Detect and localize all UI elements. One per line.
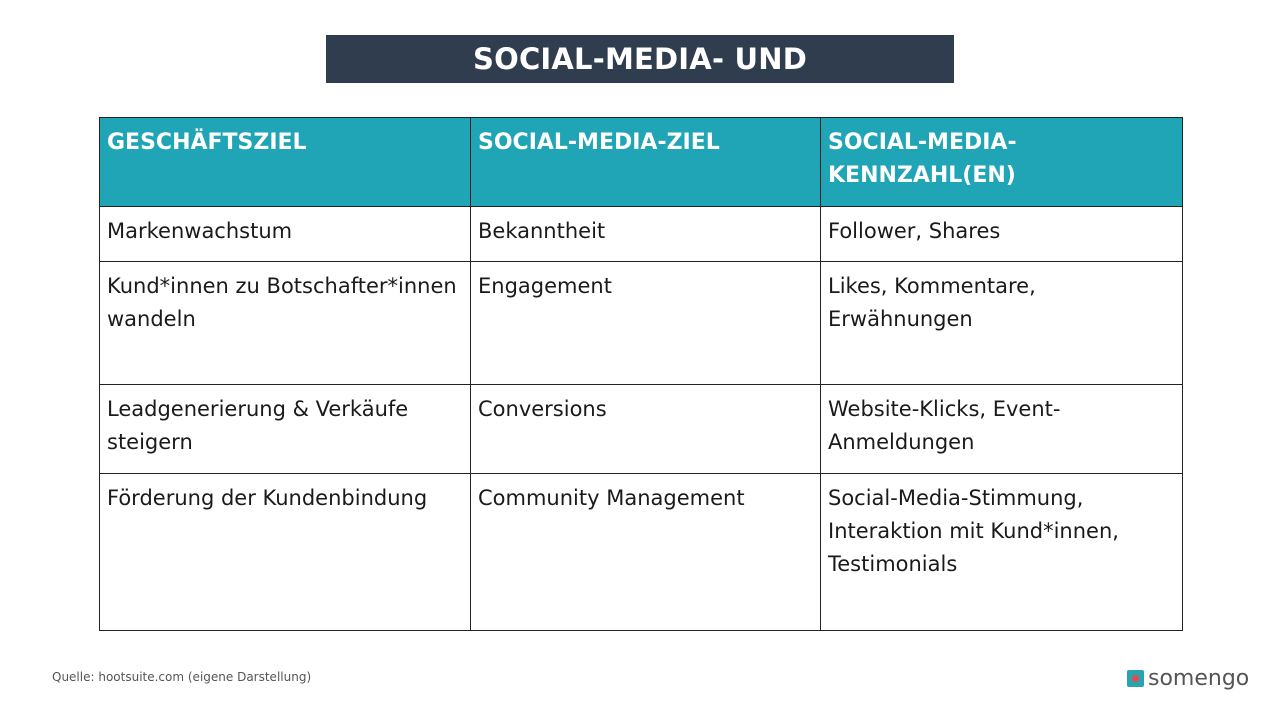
cell-social-metrics: Follower, Shares <box>820 206 1183 262</box>
logo-text: somengo <box>1148 666 1250 691</box>
somengo-logo-icon <box>1127 670 1144 687</box>
header-business-goal: GESCHÄFTSZIEL <box>99 117 471 207</box>
cell-business-goal: Förderung der Kundenbindung <box>99 473 471 631</box>
cell-business-goal: Kund*innen zu Botschafter*innen wandeln <box>99 261 471 385</box>
cell-business-goal: Leadgenerierung & Verkäufe steigern <box>99 384 471 474</box>
cell-social-goal: Conversions <box>470 384 821 474</box>
cell-social-metrics: Social-Media-Stimmung, Interaktion mit K… <box>820 473 1183 631</box>
cell-social-goal: Bekanntheit <box>470 206 821 262</box>
table-header-row: GESCHÄFTSZIEL SOCIAL-MEDIA-ZIEL SOCIAL-M… <box>99 117 1183 207</box>
header-social-metrics: SOCIAL-MEDIA-KENNZAHL(EN) <box>820 117 1183 207</box>
table-row: Leadgenerierung & Verkäufe steigern Conv… <box>99 384 1183 474</box>
source-note: Quelle: hootsuite.com (eigene Darstellun… <box>52 670 312 684</box>
cell-social-metrics: Website-Klicks, Event-Anmeldungen <box>820 384 1183 474</box>
header-social-goal: SOCIAL-MEDIA-ZIEL <box>470 117 821 207</box>
cell-social-goal: Community Management <box>470 473 821 631</box>
goals-table: GESCHÄFTSZIEL SOCIAL-MEDIA-ZIEL SOCIAL-M… <box>99 117 1183 631</box>
cell-social-goal: Engagement <box>470 261 821 385</box>
cell-social-metrics: Likes, Kommentare, Erwähnungen <box>820 261 1183 385</box>
cell-business-goal: Markenwachstum <box>99 206 471 262</box>
table-row: Förderung der Kundenbindung Community Ma… <box>99 473 1183 631</box>
table-row: Kund*innen zu Botschafter*innen wandeln … <box>99 261 1183 385</box>
somengo-logo: somengo <box>1127 666 1249 691</box>
page-title: SOCIAL-MEDIA- UND GESCHÄFTSZIELE <box>326 35 954 124</box>
table-row: Markenwachstum Bekanntheit Follower, Sha… <box>99 206 1183 262</box>
